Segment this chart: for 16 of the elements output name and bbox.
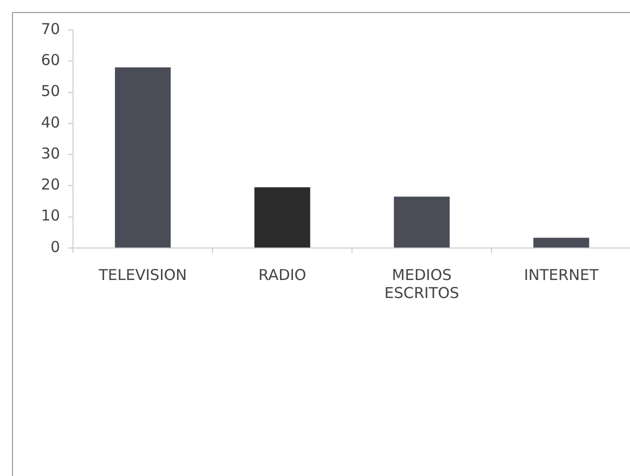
bar — [533, 238, 590, 248]
y-tick-label: 10 — [40, 206, 60, 225]
x-tick-label: TELEVISION — [98, 266, 187, 284]
y-tick-label: 0 — [50, 238, 60, 256]
bar — [114, 67, 171, 248]
y-tick-label: 60 — [40, 51, 60, 70]
x-tick-label: INTERNET — [524, 266, 600, 284]
x-tick-label: MEDIOS ESCRITOS — [384, 266, 460, 302]
y-tick-label: 20 — [40, 176, 60, 194]
y-tick-label: 40 — [40, 113, 60, 132]
y-tick-label: 50 — [40, 82, 60, 100]
y-tick-label: 70 — [40, 20, 60, 38]
bar — [254, 187, 310, 248]
y-tick-label: 30 — [40, 144, 60, 162]
bar — [394, 196, 450, 248]
x-tick-label: RADIO — [258, 266, 306, 284]
